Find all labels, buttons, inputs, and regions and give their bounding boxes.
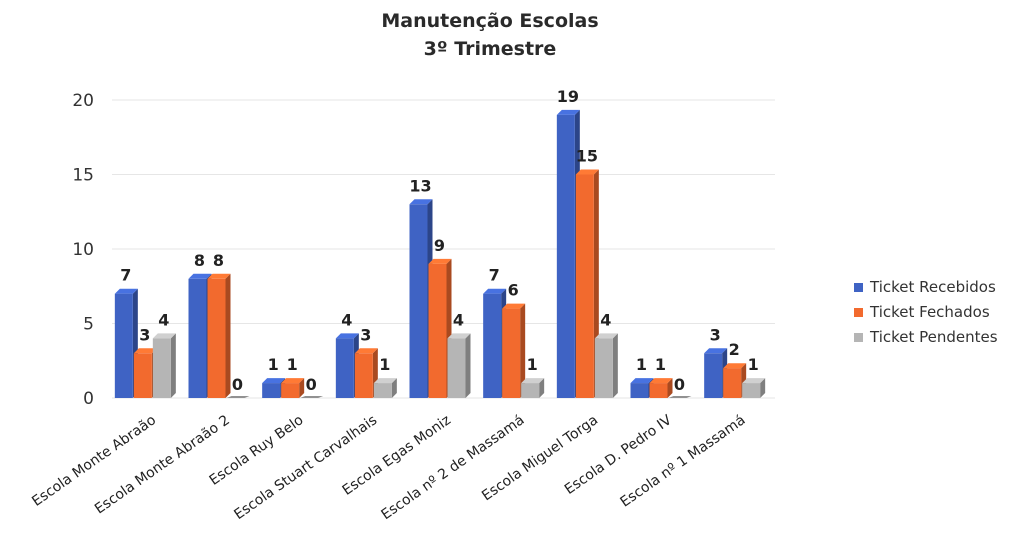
bar-ticket-fechados (502, 303, 526, 398)
x-tick-label: Escola nº 2 de Massamá (379, 412, 528, 523)
legend-swatch (854, 333, 863, 342)
bar-ticket-pendentes (300, 396, 324, 398)
bar-ticket-fechados (281, 378, 305, 398)
chart-subtitle: 3º Trimestre (424, 38, 557, 60)
data-label: 4 (158, 310, 169, 329)
legend-label: Ticket Pendentes (869, 328, 998, 346)
x-tick-label: Escola Monte Abraão (29, 412, 159, 510)
data-label: 1 (268, 355, 279, 374)
legend-item-ticket-pendentes: Ticket Pendentes (854, 328, 998, 346)
bar-ticket-pendentes (152, 333, 176, 398)
bar-ticket-pendentes (594, 333, 618, 398)
legend: Ticket Recebidos Ticket Fechados Ticket Pe… (854, 278, 998, 346)
legend-item-ticket-recebidos: Ticket Recebidos (854, 278, 996, 296)
bar-ticket-pendentes (373, 378, 397, 398)
y-tick-label: 5 (83, 315, 94, 335)
y-tick-label: 15 (72, 166, 94, 186)
data-label: 9 (434, 236, 445, 255)
bar-ticket-pendentes (447, 333, 471, 398)
data-label: 7 (489, 266, 500, 285)
data-label: 8 (194, 251, 205, 270)
y-tick-label: 20 (72, 91, 94, 111)
data-label: 2 (729, 340, 740, 359)
data-label: 7 (120, 266, 131, 285)
legend-swatch (854, 308, 863, 317)
data-label: 1 (287, 355, 298, 374)
bar-ticket-fechados (207, 273, 231, 398)
bars-layer (114, 109, 766, 399)
data-label: 1 (748, 355, 759, 374)
data-label: 4 (600, 310, 611, 329)
bar-ticket-recebidos (114, 288, 138, 398)
x-tick-label: Escola Monte Abraão 2 (92, 412, 233, 517)
data-label: 1 (527, 355, 538, 374)
bar-ticket-pendentes (668, 396, 692, 398)
data-label: 13 (409, 176, 431, 195)
data-label: 0 (674, 375, 685, 394)
bar-ticket-pendentes (226, 396, 250, 398)
data-label: 1 (379, 355, 390, 374)
legend-swatch (854, 283, 863, 292)
bar-ticket-fechados (649, 378, 673, 398)
bar-ticket-pendentes (521, 378, 545, 398)
bar-ticket-recebidos (704, 348, 728, 398)
legend-label: Ticket Fechados (869, 303, 990, 321)
data-label: 6 (508, 281, 519, 300)
x-tick-label: Escola Stuart Carvalhais (231, 412, 380, 523)
legend-item-ticket-fechados: Ticket Fechados (854, 303, 990, 321)
data-label: 0 (232, 375, 243, 394)
data-label: 19 (557, 87, 579, 106)
bar-ticket-pendentes (742, 378, 766, 398)
chart-title: Manutenção Escolas (381, 10, 598, 32)
data-label: 1 (636, 355, 647, 374)
x-tick-label: Escola nº 1 Massamá (618, 412, 749, 510)
y-tick-label: 10 (72, 240, 94, 260)
data-label: 3 (360, 325, 371, 344)
data-label: 0 (306, 375, 317, 394)
data-label: 1 (655, 355, 666, 374)
y-tick-label: 0 (83, 389, 94, 409)
data-label: 8 (213, 251, 224, 270)
data-label: 4 (341, 310, 352, 329)
legend-label: Ticket Recebidos (869, 278, 996, 296)
data-label: 3 (139, 325, 150, 344)
data-label: 15 (576, 147, 598, 166)
data-label: 3 (710, 325, 721, 344)
data-label: 4 (453, 310, 464, 329)
